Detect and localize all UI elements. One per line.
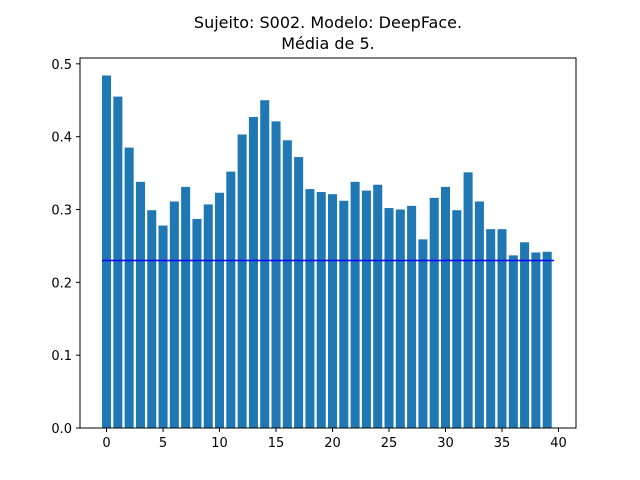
bar-32 xyxy=(463,172,473,428)
y-tick-label-0: 0.0 xyxy=(51,422,72,437)
y-tick-label-1: 0.1 xyxy=(51,349,72,364)
bar-2 xyxy=(124,147,134,428)
x-tick-label-15: 15 xyxy=(268,436,285,451)
x-tick-label-10: 10 xyxy=(211,436,228,451)
x-tick-label-30: 30 xyxy=(437,436,454,451)
x-tick-label-35: 35 xyxy=(494,436,511,451)
bar-21 xyxy=(339,200,349,428)
bar-20 xyxy=(328,194,338,428)
x-tick-label-0: 0 xyxy=(102,436,110,451)
bar-10 xyxy=(215,192,225,428)
x-tick-label-5: 5 xyxy=(159,436,167,451)
bar-35 xyxy=(497,229,507,428)
bar-11 xyxy=(226,171,236,428)
bar-6 xyxy=(169,201,179,428)
bar-7 xyxy=(181,186,191,428)
bar-30 xyxy=(440,186,451,428)
bar-37 xyxy=(520,242,530,428)
bar-26 xyxy=(395,209,405,428)
chart-title: Sujeito: S002. Modelo: DeepFace. xyxy=(194,13,462,32)
bar-0 xyxy=(102,75,112,428)
bar-39 xyxy=(542,251,552,428)
bar-27 xyxy=(407,205,417,428)
bar-3 xyxy=(135,181,145,428)
bar-34 xyxy=(486,229,496,428)
bar-5 xyxy=(158,225,168,428)
bar-1 xyxy=(113,96,123,428)
chart-subtitle: Média de 5. xyxy=(281,34,375,53)
bar-17 xyxy=(294,157,304,428)
bar-16 xyxy=(282,140,292,429)
bar-36 xyxy=(508,255,518,428)
y-tick-label-5: 0.5 xyxy=(51,58,72,73)
bar-23 xyxy=(361,190,371,428)
bar-38 xyxy=(531,252,541,428)
x-axis-ticks: 0 5 10 15 20 25 30 35 40 xyxy=(102,428,567,451)
y-axis-ticks: 0.0 0.1 0.2 0.3 0.4 0.5 xyxy=(51,58,80,437)
bar-24 xyxy=(373,184,383,428)
x-tick-label-25: 25 xyxy=(381,436,398,451)
bar-28 xyxy=(418,239,428,428)
bar-13 xyxy=(248,117,258,428)
plot-frame xyxy=(79,57,577,429)
y-tick-label-2: 0.2 xyxy=(51,276,72,291)
bar-4 xyxy=(147,210,157,428)
bar-29 xyxy=(429,197,439,428)
bar-15 xyxy=(271,121,281,429)
bars-group xyxy=(102,75,552,429)
bar-19 xyxy=(316,192,326,428)
bar-18 xyxy=(305,189,315,428)
bar-25 xyxy=(384,208,394,428)
bar-9 xyxy=(203,204,213,428)
bar-22 xyxy=(350,181,360,428)
y-tick-label-3: 0.3 xyxy=(51,203,72,218)
bar-12 xyxy=(237,134,247,429)
bar-33 xyxy=(474,201,484,428)
bar-14 xyxy=(260,100,270,429)
bar-31 xyxy=(452,210,462,428)
y-tick-label-4: 0.4 xyxy=(51,131,72,146)
bar-8 xyxy=(192,218,202,428)
x-tick-label-40: 40 xyxy=(550,436,567,451)
x-tick-label-20: 20 xyxy=(324,436,341,451)
